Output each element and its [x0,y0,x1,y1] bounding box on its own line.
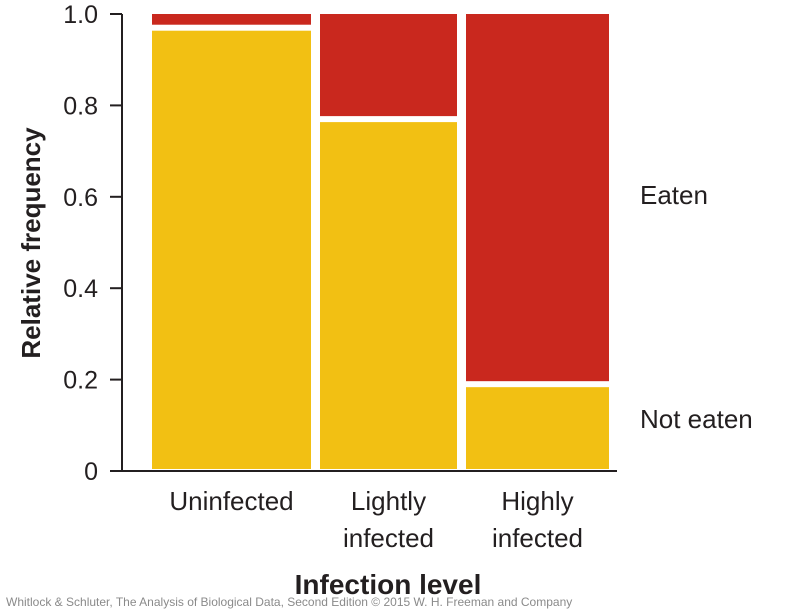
y-tick-label: 1.0 [63,1,98,29]
credit-line: Whitlock & Schluter, The Analysis of Bio… [6,595,573,609]
y-tick-label: 0.6 [63,184,98,212]
category-label: Highly [501,486,573,516]
category-label: Lightly [351,486,426,516]
category-label-line2: infected [343,523,434,553]
y-tick-label: 0 [84,458,98,486]
legend-label-eaten: Eaten [640,180,708,210]
bar-segment-eaten [320,14,457,117]
category-label-line2: infected [492,523,583,553]
bar-segment-not-eaten [320,122,457,470]
x-axis-label: Infection level [295,569,482,600]
y-axis-label: Relative frequency [16,127,46,359]
bar-segment-eaten [466,14,609,382]
bar-segment-eaten [152,14,311,25]
category-labels-group: Uninfected Lightly infected Highly infected [169,486,583,553]
y-tick-label: 0.2 [63,367,98,395]
y-tick-label: 0.4 [63,275,98,303]
category-label: Uninfected [169,486,293,516]
y-ticks-group: 0 0.2 0.4 0.6 0.8 1.0 [63,1,122,486]
legend-group: Eaten Not eaten [640,180,753,434]
legend-label-not-eaten: Not eaten [640,404,753,434]
bars-group [152,14,609,470]
y-tick-label: 0.8 [63,92,98,120]
bar-segment-not-eaten [152,30,311,470]
axes-group [121,14,617,472]
bar-segment-not-eaten [466,387,609,469]
